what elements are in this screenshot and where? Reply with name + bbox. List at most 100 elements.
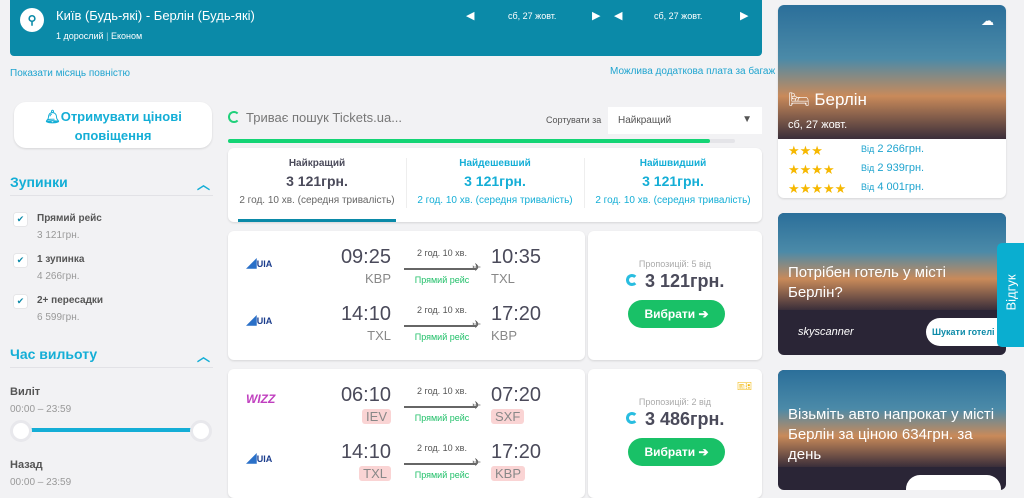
checkbox[interactable]: ✔ xyxy=(14,295,27,308)
checkbox[interactable]: ✔ xyxy=(14,254,27,267)
car-rental-ad[interactable]: Візьміть авто напрокат у місті Берлін за… xyxy=(778,370,1006,490)
slider-handle-start[interactable] xyxy=(10,420,32,442)
route-line xyxy=(404,325,476,327)
stop-price: 6 599грн. xyxy=(37,312,80,323)
slider-handle-end[interactable] xyxy=(190,420,212,442)
departure-airport: TXL xyxy=(359,466,391,481)
price-panel: Пропозицій: 5 від 3 121грн. Вибрати ➔ xyxy=(588,231,762,360)
return-range: 00:00 – 23:59 xyxy=(10,477,72,488)
hotel-ad-text: Потрібен готель у місті Берлін? xyxy=(788,264,947,301)
result-card[interactable]: ◢UIA 09:25 KBP 2 год. 10 хв. ✈ Прямий ре… xyxy=(228,231,585,360)
price-panel: 🎫︎ Пропозицій: 2 від 3 486грн. Вибрати ➔ xyxy=(588,369,762,498)
search-summary-bar[interactable]: ⚲ Київ (Будь-які) - Берлін (Будь-які) 1 … xyxy=(10,0,762,56)
stop-label: Прямий рейс xyxy=(37,213,102,224)
airline-logo: WIZZ xyxy=(246,392,276,406)
departure-time: 14:10 xyxy=(340,441,391,463)
plane-icon: ✈ xyxy=(472,400,482,412)
car-ad-text: Візьміть авто напрокат у місті Берлін за… xyxy=(788,406,995,463)
sort-tabs: Найкращий 3 121грн. 2 год. 10 хв. (серед… xyxy=(228,148,762,222)
next-depart-date[interactable]: ▶ xyxy=(592,10,601,22)
hotel-price-row[interactable]: ★★★ Від 2 266грн. xyxy=(788,143,925,158)
arrival-airport: SXF xyxy=(491,409,525,424)
price-alerts-button[interactable]: 🔔︎Отримувати цінові оповіщення xyxy=(14,102,212,148)
price: 3 121грн. xyxy=(645,271,725,291)
hotel-price-row[interactable]: ★★★★★ Від 4 001грн. xyxy=(788,181,925,196)
arrival-airport: KBP xyxy=(491,466,526,481)
feedback-tab[interactable]: Відгук xyxy=(997,243,1024,347)
car-ad-button[interactable] xyxy=(906,475,1001,490)
tab-fastest[interactable]: Найшвидший 3 121грн. 2 год. 10 хв. (сере… xyxy=(584,148,762,222)
select-button[interactable]: Вибрати ➔ xyxy=(628,438,725,466)
loading-spinner-icon xyxy=(626,412,638,424)
arrival-time: 10:35 xyxy=(491,246,542,268)
plane-icon: ✈ xyxy=(472,262,482,274)
arrival-airport: TXL xyxy=(491,271,515,286)
select-button[interactable]: Вибрати ➔ xyxy=(628,300,725,328)
bed-icon: 🛏︎ xyxy=(788,90,810,109)
return-date[interactable]: сб, 27 жовт. xyxy=(654,11,703,21)
stop-filter-item[interactable]: ✔ Прямий рейс 3 121грн. xyxy=(14,212,204,248)
stops-title: Зупинки xyxy=(10,174,68,190)
checkbox[interactable]: ✔ xyxy=(14,213,27,226)
departure-range: 00:00 – 23:59 xyxy=(10,404,72,415)
prev-return-date[interactable]: ◀ xyxy=(614,10,623,22)
result-card[interactable]: WIZZ 06:10 IEV 2 год. 10 хв. ✈ Прямий ре… xyxy=(228,369,585,498)
route-line xyxy=(404,268,476,270)
departure-slider-track[interactable] xyxy=(20,428,200,432)
stop-filter-item[interactable]: ✔ 1 зупинка 4 266грн. xyxy=(14,253,204,289)
arrival-time: 17:20 xyxy=(491,441,542,463)
chevron-up-icon[interactable]: ︿ xyxy=(197,349,211,364)
hotel-card[interactable]: ☁ 🛏︎ Берлін сб, 27 жовт. ★★★ Від 2 266гр… xyxy=(778,5,1006,198)
hotel-city: 🛏︎ Берлін xyxy=(788,90,867,109)
route-line xyxy=(404,406,476,408)
depart-date[interactable]: сб, 27 жовт. xyxy=(508,11,557,21)
show-month-link[interactable]: Показати місяць повністю xyxy=(10,68,131,79)
sort-select[interactable]: Найкращий ▼ xyxy=(608,107,762,134)
passengers: 1 дорослий xyxy=(56,31,104,41)
stop-filter-item[interactable]: ✔ 2+ пересадки 6 599грн. xyxy=(14,294,204,330)
baggage-link[interactable]: Можлива додаткова плата за багаж xyxy=(610,66,776,77)
flight-duration: 2 год. 10 хв. xyxy=(417,305,467,315)
stop-price: 3 121грн. xyxy=(37,230,80,241)
flight-duration: 2 год. 10 хв. xyxy=(417,248,467,258)
tab-best[interactable]: Найкращий 3 121грн. 2 год. 10 хв. (серед… xyxy=(228,148,406,222)
flight-leg: ◢UIA 14:10 TXL 2 год. 10 хв. ✈ Прямий ре… xyxy=(228,303,585,353)
star-rating-icon: ★★★★ xyxy=(788,162,835,177)
offers-count: Пропозицій: 2 від xyxy=(638,397,712,407)
flight-leg: ◢UIA 09:25 KBP 2 год. 10 хв. ✈ Прямий ре… xyxy=(228,246,585,296)
plane-icon: ✈ xyxy=(472,457,482,469)
airline-logo: ◢UIA xyxy=(246,449,273,465)
airline-logo: ◢UIA xyxy=(246,254,273,270)
caret-down-icon: ▼ xyxy=(742,114,752,125)
departure-label: Виліт xyxy=(10,386,41,398)
flight-type: Прямий рейс xyxy=(414,413,470,423)
tab-cheapest[interactable]: Найдешевший 3 121грн. 2 год. 10 хв. (сер… xyxy=(406,148,584,222)
hotel-price-row[interactable]: ★★★★ Від 2 939грн. xyxy=(788,162,925,177)
departure-time: 06:10 xyxy=(340,384,391,406)
route-line xyxy=(404,463,476,465)
stop-label: 1 зупинка xyxy=(37,254,85,265)
route-title: Київ (Будь-які) - Берлін (Будь-які) xyxy=(56,8,255,23)
airline-logo: ◢UIA xyxy=(246,311,273,327)
stop-price: 4 266грн. xyxy=(37,271,80,282)
chevron-up-icon[interactable]: ︿ xyxy=(197,177,211,192)
loading-spinner-icon xyxy=(626,274,638,286)
search-hotels-button[interactable]: Шукати готелі xyxy=(926,318,1006,346)
prev-depart-date[interactable]: ◀ xyxy=(466,10,475,22)
departure-airport: KBP xyxy=(364,271,391,286)
plane-icon: ✈ xyxy=(472,319,482,331)
skyscanner-logo-icon: ☁ xyxy=(981,13,994,28)
flight-duration: 2 год. 10 хв. xyxy=(417,443,467,453)
hotel-date: сб, 27 жовт. xyxy=(788,119,848,131)
flight-type: Прямий рейс xyxy=(414,275,470,285)
arrival-time: 07:20 xyxy=(491,384,542,406)
hotel-ad[interactable]: Потрібен готель у місті Берлін? skyscann… xyxy=(778,213,1006,355)
return-label: Назад xyxy=(10,459,43,471)
departure-airport: TXL xyxy=(367,328,391,343)
divider xyxy=(10,195,213,196)
next-return-date[interactable]: ▶ xyxy=(740,10,749,22)
flight-leg: WIZZ 06:10 IEV 2 год. 10 хв. ✈ Прямий ре… xyxy=(228,384,585,434)
search-icon[interactable]: ⚲ xyxy=(20,8,44,32)
loading-spinner-icon xyxy=(228,111,240,123)
departure-airport: IEV xyxy=(362,409,391,424)
